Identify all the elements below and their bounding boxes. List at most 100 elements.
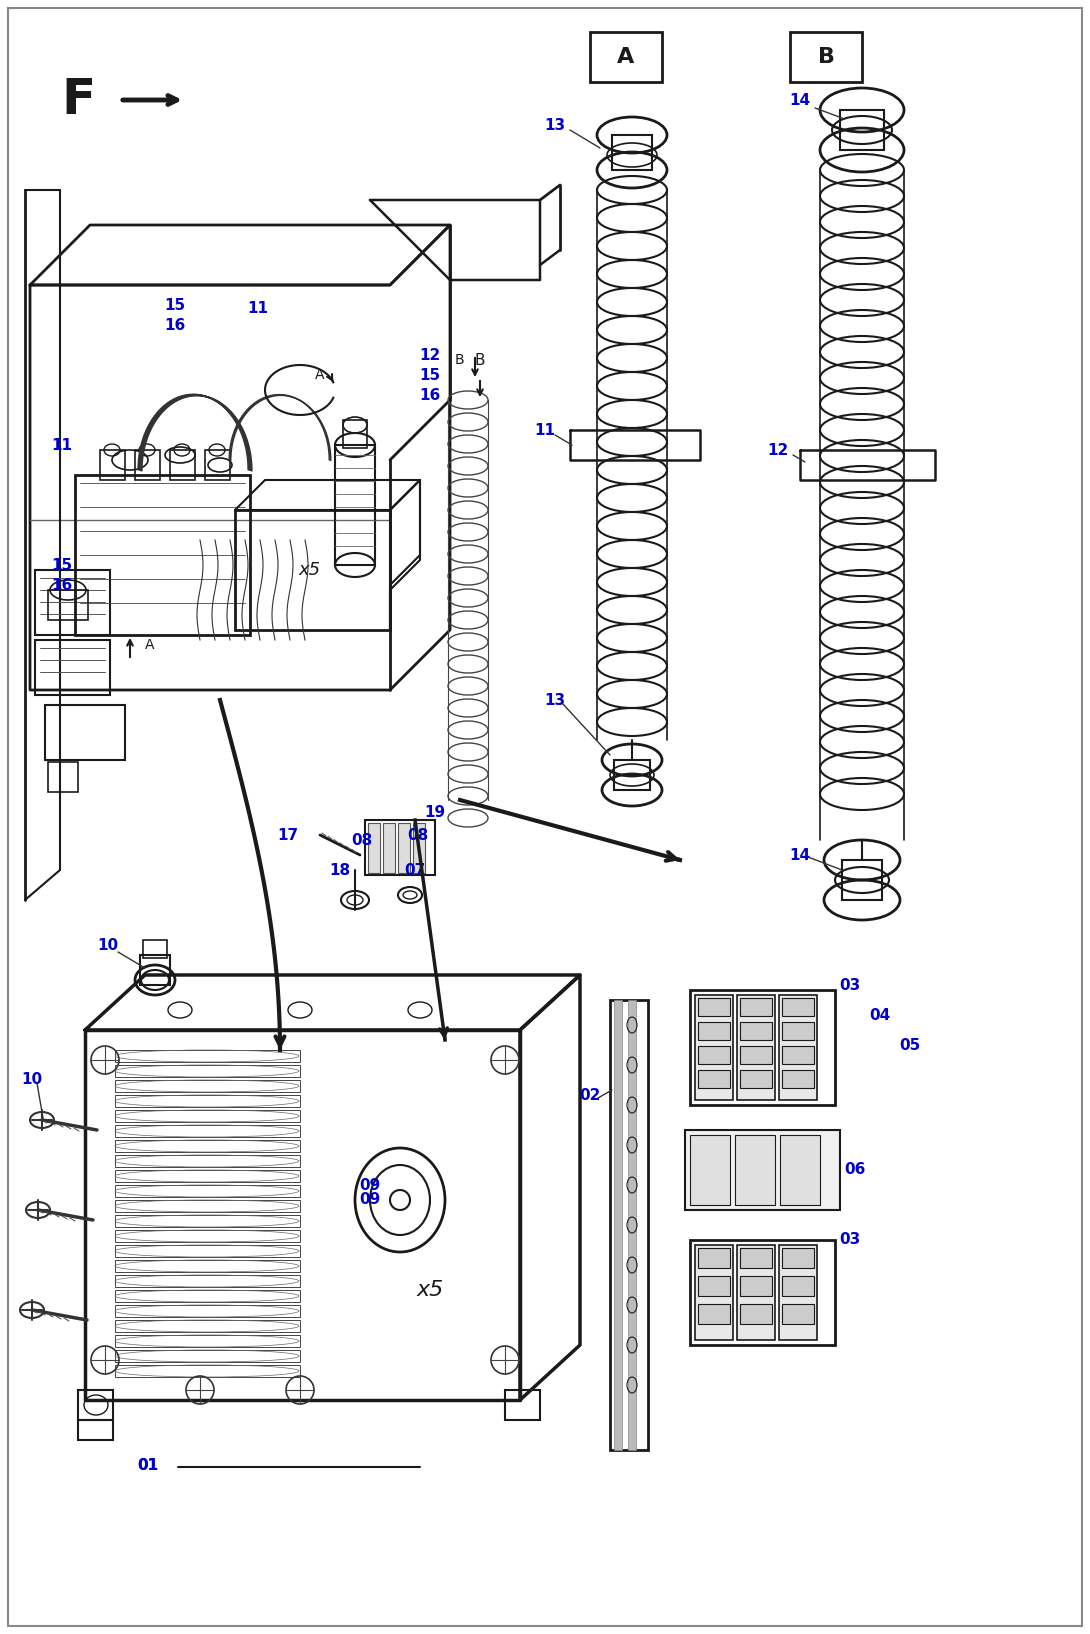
Bar xyxy=(698,1046,730,1064)
Bar xyxy=(740,1070,772,1088)
Text: 15: 15 xyxy=(51,557,73,572)
Bar xyxy=(590,33,662,82)
Bar xyxy=(75,475,250,636)
Bar xyxy=(116,1095,300,1106)
Text: 10: 10 xyxy=(97,938,119,953)
Bar xyxy=(398,824,410,873)
Text: 05: 05 xyxy=(899,1038,921,1052)
Bar xyxy=(116,1109,300,1123)
Text: 08: 08 xyxy=(408,827,428,843)
Bar xyxy=(116,1230,300,1242)
Text: 01: 01 xyxy=(137,1458,158,1472)
Bar xyxy=(685,1131,840,1211)
Text: 15: 15 xyxy=(165,297,185,312)
Bar xyxy=(790,33,862,82)
Text: 18: 18 xyxy=(329,863,351,877)
Bar xyxy=(782,1304,814,1324)
Bar xyxy=(116,1051,300,1062)
Bar xyxy=(205,449,230,480)
Bar xyxy=(505,1391,540,1420)
Bar xyxy=(782,1070,814,1088)
Bar xyxy=(413,824,425,873)
Bar xyxy=(779,1245,818,1340)
Bar xyxy=(140,954,170,985)
Bar xyxy=(698,998,730,1016)
Bar xyxy=(135,449,160,480)
Text: B: B xyxy=(455,353,464,368)
Text: 03: 03 xyxy=(839,977,861,992)
Bar xyxy=(116,1260,300,1271)
Bar xyxy=(780,1136,820,1204)
Text: A: A xyxy=(145,637,155,652)
Bar xyxy=(737,995,775,1100)
Bar xyxy=(365,820,435,874)
Bar xyxy=(611,136,652,170)
Bar xyxy=(614,1000,622,1449)
Bar xyxy=(690,990,835,1105)
Bar xyxy=(116,1289,300,1302)
Text: B: B xyxy=(818,47,835,67)
Bar xyxy=(35,570,110,636)
Bar xyxy=(740,1046,772,1064)
Text: 16: 16 xyxy=(420,387,440,402)
Bar xyxy=(143,940,167,958)
Bar xyxy=(740,1304,772,1324)
Text: 11: 11 xyxy=(534,423,556,438)
Bar xyxy=(116,1124,300,1137)
Text: 09: 09 xyxy=(360,1178,380,1193)
Bar xyxy=(116,1199,300,1212)
Bar xyxy=(698,1021,730,1039)
Text: 03: 03 xyxy=(839,1232,861,1247)
Bar xyxy=(116,1275,300,1288)
Text: 02: 02 xyxy=(579,1088,601,1103)
Bar xyxy=(695,995,732,1100)
Text: B: B xyxy=(475,353,485,368)
Text: 13: 13 xyxy=(544,693,566,708)
Text: 09: 09 xyxy=(359,1193,380,1208)
Bar xyxy=(170,449,195,480)
Bar xyxy=(782,1046,814,1064)
Bar xyxy=(45,704,125,760)
Bar xyxy=(740,1021,772,1039)
Bar xyxy=(782,1276,814,1296)
Bar xyxy=(698,1304,730,1324)
Bar xyxy=(116,1335,300,1346)
Bar xyxy=(690,1136,730,1204)
Text: A: A xyxy=(617,47,634,67)
Bar xyxy=(116,1350,300,1363)
Bar xyxy=(35,641,110,694)
Bar xyxy=(335,444,375,565)
Bar xyxy=(740,1276,772,1296)
Bar xyxy=(48,590,88,619)
Bar xyxy=(735,1136,775,1204)
Bar xyxy=(116,1245,300,1257)
Text: 16: 16 xyxy=(51,577,73,593)
Bar xyxy=(116,1080,300,1092)
Bar xyxy=(695,1245,732,1340)
Bar xyxy=(782,998,814,1016)
Text: 04: 04 xyxy=(870,1008,891,1023)
Bar xyxy=(610,1000,647,1449)
Bar xyxy=(782,1248,814,1268)
Bar xyxy=(343,420,367,448)
Text: 14: 14 xyxy=(789,848,811,863)
Text: A: A xyxy=(315,368,325,382)
Text: 16: 16 xyxy=(165,317,185,332)
Text: 19: 19 xyxy=(424,804,446,820)
Text: 06: 06 xyxy=(845,1162,865,1178)
Text: x5: x5 xyxy=(299,560,322,578)
Text: F: F xyxy=(61,77,95,124)
Bar xyxy=(100,449,125,480)
Text: x5: x5 xyxy=(416,1279,444,1301)
Bar xyxy=(782,1021,814,1039)
Text: 12: 12 xyxy=(420,348,440,363)
Bar xyxy=(116,1320,300,1332)
Bar xyxy=(740,998,772,1016)
Text: 14: 14 xyxy=(789,93,811,108)
Text: 15: 15 xyxy=(420,368,440,382)
Text: 10: 10 xyxy=(22,1072,43,1088)
Bar xyxy=(116,1170,300,1181)
Bar xyxy=(740,1248,772,1268)
Bar xyxy=(628,1000,635,1449)
Bar xyxy=(737,1245,775,1340)
